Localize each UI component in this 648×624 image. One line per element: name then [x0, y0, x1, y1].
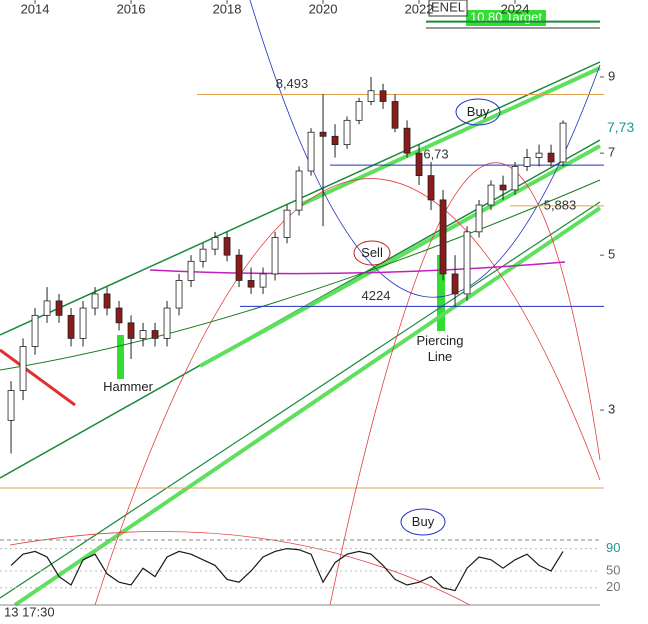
candle-body: [247, 280, 255, 288]
y-tick-label: 7: [608, 145, 615, 160]
candle-body: [535, 152, 543, 158]
time-label: 13 17:30: [4, 604, 55, 619]
level-label: 8,493: [276, 76, 309, 91]
candle-body: [427, 175, 435, 201]
annotation: Buy: [411, 514, 435, 529]
channel-line: [299, 66, 601, 207]
candle-body: [223, 237, 231, 256]
average-line: [0, 179, 601, 371]
candle-body: [391, 101, 399, 129]
candle-body: [139, 330, 147, 339]
candle-body: [103, 293, 111, 309]
osc-tick-label: 90: [606, 540, 620, 555]
title-box: [428, 0, 468, 17]
y-tick-label: 3: [608, 402, 615, 417]
oscillator-line: [10, 547, 564, 592]
candle-body: [559, 122, 567, 163]
annotation: Hammer: [103, 379, 153, 394]
candle-body: [451, 273, 459, 295]
candle-body: [19, 346, 27, 391]
candle-body: [91, 293, 99, 309]
candle-body: [355, 101, 363, 121]
candle-body: [403, 127, 411, 154]
callout: [353, 240, 391, 266]
candle-body: [499, 184, 507, 191]
candle-body: [331, 135, 339, 146]
candle-body: [115, 307, 123, 324]
y-tick-label: 9: [608, 68, 615, 83]
candle-body: [163, 307, 171, 339]
callout: [455, 98, 501, 126]
average-line: [149, 261, 566, 275]
last-price-label: 7,73: [607, 119, 634, 135]
x-tick-label: 2020: [309, 1, 338, 16]
osc-tick-label: 20: [606, 579, 620, 594]
arc: [329, 162, 601, 606]
osc-tick-label: 50: [606, 562, 620, 577]
candle-body: [79, 307, 87, 339]
arc: [9, 531, 471, 606]
x-tick-label: 2022: [405, 1, 434, 16]
candle-body: [31, 314, 39, 347]
candle-body: [7, 390, 15, 421]
candle-body: [439, 199, 447, 275]
channel-line: [0, 201, 601, 599]
candle-body: [511, 166, 519, 191]
hammer-highlight: [117, 335, 124, 379]
candle-body: [55, 300, 63, 316]
candle-body: [43, 300, 51, 316]
level-label: 5,883: [544, 197, 577, 212]
chart-title: ENEL: [431, 0, 465, 14]
candle-body: [283, 209, 291, 238]
candle-body: [271, 237, 279, 275]
candle-body: [307, 131, 315, 172]
annotation: Piercing Line: [416, 333, 464, 364]
candle-body: [487, 184, 495, 206]
candle-body: [259, 273, 267, 288]
candle-body: [463, 231, 471, 295]
candle-body: [319, 131, 327, 137]
candle-body: [475, 204, 483, 233]
level-label: 6,73: [423, 147, 448, 162]
channel-line: [13, 206, 602, 607]
x-tick-label: 2024: [501, 1, 530, 16]
annotation: Buy: [466, 104, 490, 119]
trend-line: [0, 348, 76, 407]
x-tick-label: 2016: [117, 1, 146, 16]
candle-body: [127, 322, 135, 339]
candle-body: [367, 90, 375, 102]
candle-body: [187, 260, 195, 281]
candle-body: [547, 152, 555, 163]
candle-body: [295, 170, 303, 211]
arc: [94, 178, 601, 606]
candle-body: [379, 90, 387, 102]
candle-body: [415, 152, 423, 177]
candle-body: [67, 314, 75, 339]
x-tick-label: 2018: [213, 1, 242, 16]
candle-body: [175, 280, 183, 309]
candle-body: [343, 119, 351, 146]
channel-line: [199, 144, 601, 368]
y-tick-label: 5: [608, 247, 615, 262]
candle-body: [523, 157, 531, 167]
arc: [249, 0, 601, 298]
candle-body: [211, 237, 219, 250]
callout: [400, 508, 446, 536]
x-tick-label: 2014: [21, 1, 50, 16]
candle-body: [235, 254, 243, 281]
candle-body: [151, 330, 159, 339]
level-label: 4224: [362, 288, 391, 303]
candle-body: [199, 248, 207, 262]
annotation: Sell: [361, 245, 383, 260]
piercing-highlight: [437, 255, 445, 331]
